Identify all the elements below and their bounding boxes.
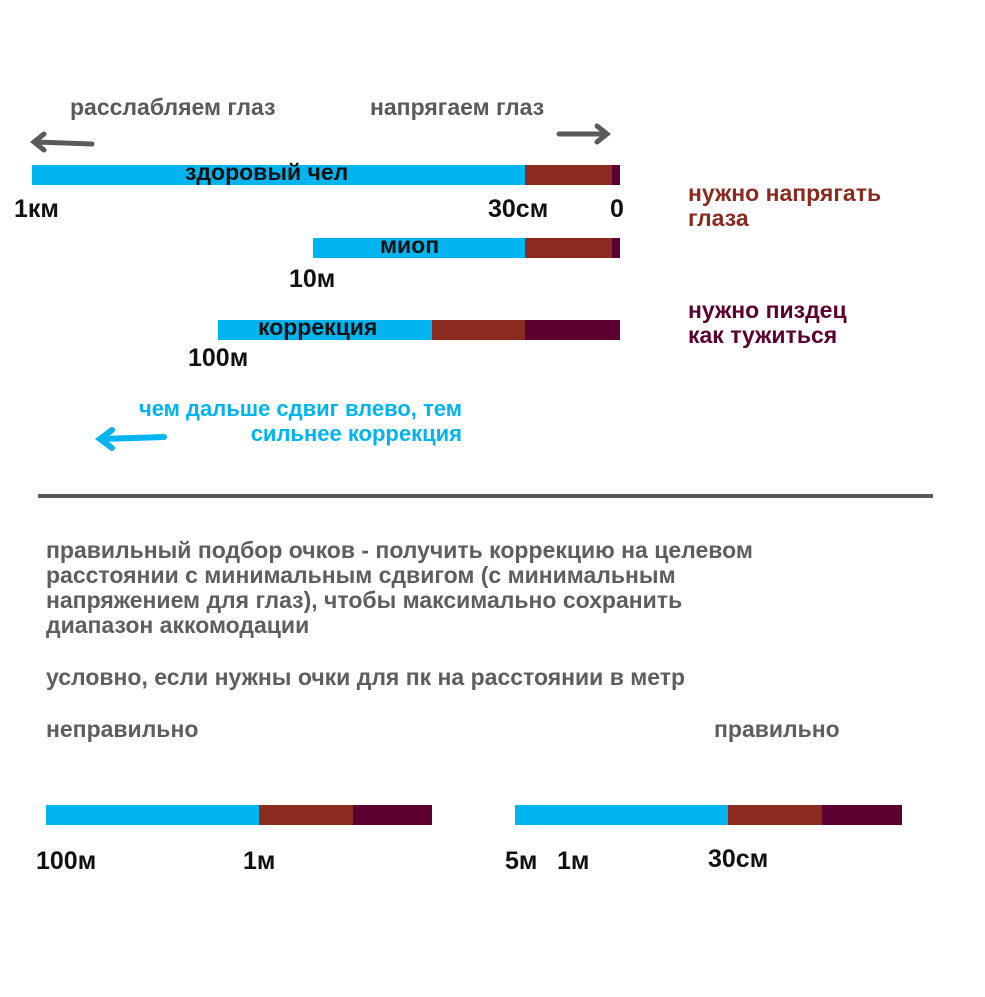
tick: 10м [289,265,336,293]
arrow-left-icon [29,131,95,153]
myopia-label: миоп [380,232,440,258]
divider [38,494,933,498]
strain-label: напрягаем глаз [370,94,545,120]
example-text: условно, если нужны очки для пк на расст… [46,664,686,690]
healthy-label: здоровый чел [185,159,349,185]
note-line: нужно пиздец [688,297,847,323]
tick: 1м [557,847,590,875]
tick: 30см [488,195,549,223]
correction-label: коррекция [258,314,378,340]
note-line: как тужиться [688,322,838,348]
tick: 1км [14,195,59,223]
tick: 0 [610,195,624,223]
paragraph-line: диапазон аккомодации [46,612,310,638]
tick: 100м [36,847,97,875]
note-line: сильнее коррекция [250,421,462,446]
strain-note: нужно напрягать глаза [688,181,881,231]
right-bar [515,805,902,825]
right-title: правильно [714,716,840,742]
note-line: чем дальше сдвиг влево, тем [138,396,462,421]
correction-bar: коррекция [218,314,620,340]
healthy-bar: здоровый чел [32,159,620,185]
explanation-paragraph: правильный подбор очков - получить корре… [46,538,753,638]
paragraph-line: расстоянии с минимальным сдвигом (с мини… [46,562,676,588]
note-line: глаза [688,205,749,231]
paragraph-line: напряжением для глаз), чтобы максимально… [46,587,683,613]
myopia-bar: миоп [313,232,620,258]
wrong-title: неправильно [46,716,199,742]
tick: 5м [505,847,538,875]
arrow-left-blue-icon [95,427,167,451]
shift-note: чем дальше сдвиг влево, тем сильнее корре… [139,396,462,446]
hard-note: нужно пиздец как тужиться [688,298,847,348]
note-line: нужно напрягать [688,180,882,206]
arrow-right-icon [556,123,612,145]
paragraph-line: правильный подбор очков - получить корре… [46,537,753,563]
tick: 100м [188,344,249,372]
tick: 1м [243,847,276,875]
wrong-bar [46,805,432,825]
tick: 30см [708,845,769,873]
relax-label: расслабляем глаз [70,94,276,120]
